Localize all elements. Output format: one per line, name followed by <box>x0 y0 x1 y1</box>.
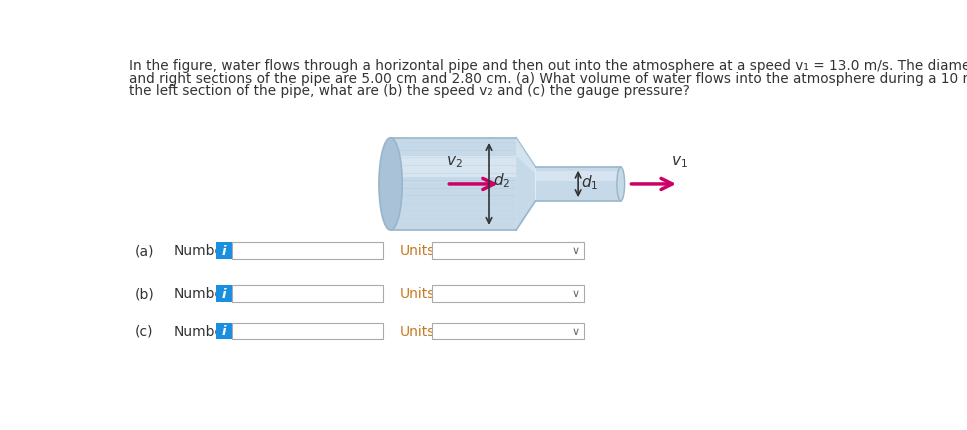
Polygon shape <box>516 138 536 174</box>
Bar <box>536 172 621 181</box>
Text: Number: Number <box>173 324 229 338</box>
Bar <box>391 138 516 230</box>
Text: Units: Units <box>400 243 435 258</box>
Text: ∨: ∨ <box>571 326 580 336</box>
Ellipse shape <box>617 168 625 201</box>
FancyBboxPatch shape <box>217 323 232 340</box>
Text: Number: Number <box>173 243 229 258</box>
Text: Units: Units <box>400 324 435 338</box>
Bar <box>232 285 383 302</box>
Text: $v_1$: $v_1$ <box>670 154 688 169</box>
Text: (b): (b) <box>134 287 155 301</box>
Bar <box>432 323 583 340</box>
Text: Units: Units <box>400 287 435 301</box>
Text: the left section of the pipe, what are (b) the speed v₂ and (c) the gauge pressu: the left section of the pipe, what are (… <box>129 84 689 98</box>
Text: i: i <box>221 287 226 300</box>
Bar <box>432 242 583 259</box>
Bar <box>432 285 583 302</box>
Text: i: i <box>221 244 226 257</box>
Ellipse shape <box>379 138 402 230</box>
Text: $v_2$: $v_2$ <box>446 154 462 169</box>
Text: ∨: ∨ <box>571 289 580 298</box>
FancyBboxPatch shape <box>217 285 232 302</box>
Bar <box>536 168 621 201</box>
Text: i: i <box>221 325 226 338</box>
FancyBboxPatch shape <box>217 242 232 259</box>
Bar <box>232 242 383 259</box>
Text: $d_1$: $d_1$ <box>581 173 599 191</box>
Text: (a): (a) <box>134 243 155 258</box>
Polygon shape <box>516 138 536 230</box>
Text: ∨: ∨ <box>571 246 580 255</box>
Text: Number: Number <box>173 287 229 301</box>
Text: In the figure, water flows through a horizontal pipe and then out into the atmos: In the figure, water flows through a hor… <box>129 59 967 73</box>
Bar <box>232 323 383 340</box>
Bar <box>391 157 516 178</box>
Text: $d_2$: $d_2$ <box>493 171 511 190</box>
Text: and right sections of the pipe are 5.00 cm and 2.80 cm. (a) What volume of water: and right sections of the pipe are 5.00 … <box>129 71 967 86</box>
Text: (c): (c) <box>134 324 154 338</box>
